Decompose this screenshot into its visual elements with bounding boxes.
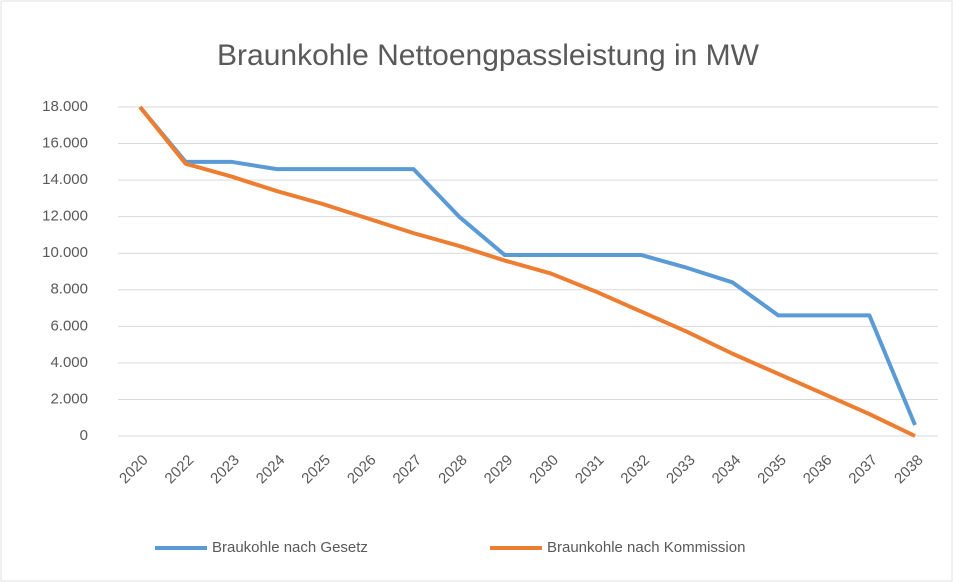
series-line — [138, 105, 917, 426]
y-tick-label: 8.000 — [50, 281, 88, 298]
y-tick-label: 4.000 — [50, 354, 88, 371]
legend-label: Braukohle nach Gesetz — [212, 539, 368, 556]
y-tick-label: 14.000 — [42, 171, 88, 188]
y-tick-label: 2.000 — [50, 390, 88, 407]
legend-label: Braunkohle nach Kommission — [547, 539, 745, 556]
y-tick-label: 12.000 — [42, 208, 88, 225]
y-tick-label: 0 — [80, 427, 88, 444]
y-tick-label: 6.000 — [50, 317, 88, 334]
series-line — [138, 105, 916, 438]
y-tick-label: 16.000 — [42, 135, 88, 152]
chart-title: Braunkohle Nettoengpassleistung in MW — [217, 39, 760, 72]
y-tick-label: 18.000 — [42, 98, 88, 115]
y-tick-label: 10.000 — [42, 244, 88, 261]
